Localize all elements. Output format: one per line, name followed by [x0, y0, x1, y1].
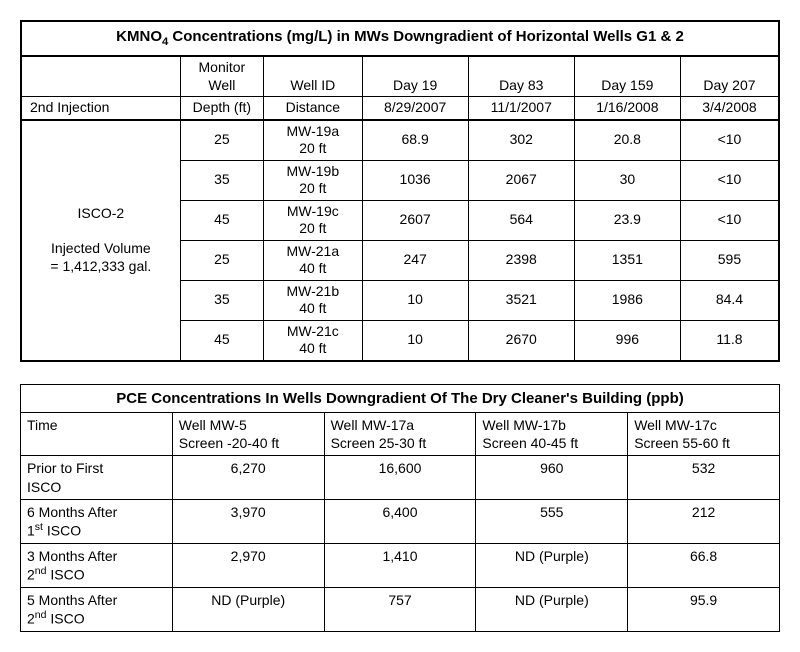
kmno4-title: KMNO4 Concentrations (mg/L) in MWs Downg…: [21, 21, 779, 56]
kmno4-cell-d19: 10: [362, 280, 468, 320]
pce-time-cell: Prior to FirstISCO: [21, 456, 173, 499]
pce-value-cell: ND (Purple): [476, 587, 628, 631]
kmno4-header-row2: 2nd InjectionDepth (ft)Distance8/29/2007…: [21, 97, 779, 120]
pce-title: PCE Concentrations In Wells Downgradient…: [21, 384, 780, 413]
pce-data-row: 6 Months After1st ISCO3,9706,400555212: [21, 499, 780, 543]
pce-value-cell: 2,970: [172, 543, 324, 587]
kmno4-title-row: KMNO4 Concentrations (mg/L) in MWs Downg…: [21, 21, 779, 56]
kmno4-cell-d207: 84.4: [680, 280, 779, 320]
kmno4-table: KMNO4 Concentrations (mg/L) in MWs Downg…: [20, 20, 780, 362]
kmno4-cell-well: MW-21c40 ft: [264, 320, 363, 361]
pce-data-row: 5 Months After2nd ISCOND (Purple)757ND (…: [21, 587, 780, 631]
kmno4-cell-well: MW-19a20 ft: [264, 120, 363, 161]
pce-value-cell: 555: [476, 499, 628, 543]
kmno4-cell-depth: 25: [180, 240, 263, 280]
pce-value-cell: 3,970: [172, 499, 324, 543]
kmno4-header-cell: Day 83: [468, 56, 574, 97]
pce-time-cell: 3 Months After2nd ISCO: [21, 543, 173, 587]
pce-value-cell: ND (Purple): [172, 587, 324, 631]
kmno4-cell-d83: 564: [468, 200, 574, 240]
pce-header-cell: Time: [21, 413, 173, 456]
kmno4-header-cell: 3/4/2008: [680, 97, 779, 120]
pce-value-cell: 16,600: [324, 456, 476, 499]
kmno4-header-cell: Day 19: [362, 56, 468, 97]
kmno4-cell-d19: 68.9: [362, 120, 468, 161]
kmno4-header-cell: Well ID: [264, 56, 363, 97]
kmno4-cell-d83: 3521: [468, 280, 574, 320]
pce-table: PCE Concentrations In Wells Downgradient…: [20, 384, 780, 632]
kmno4-header-cell: 1/16/2008: [574, 97, 680, 120]
pce-value-cell: 1,410: [324, 543, 476, 587]
pce-value-cell: 532: [628, 456, 780, 499]
kmno4-header-cell: 2nd Injection: [21, 97, 180, 120]
kmno4-injection-label: ISCO-2Injected Volume= 1,412,333 gal.: [26, 205, 176, 275]
kmno4-cell-d207: 11.8: [680, 320, 779, 361]
kmno4-cell-d207: <10: [680, 200, 779, 240]
kmno4-cell-depth: 25: [180, 120, 263, 161]
kmno4-cell-d207: <10: [680, 160, 779, 200]
pce-value-cell: ND (Purple): [476, 543, 628, 587]
pce-header-cell: Well MW-17bScreen 40-45 ft: [476, 413, 628, 456]
kmno4-cell-d19: 247: [362, 240, 468, 280]
kmno4-header-cell: Day 159: [574, 56, 680, 97]
kmno4-cell-d159: 23.9: [574, 200, 680, 240]
kmno4-header-row1: MonitorWellWell IDDay 19Day 83Day 159Day…: [21, 56, 779, 97]
kmno4-cell-d19: 10: [362, 320, 468, 361]
kmno4-cell-well: MW-19c20 ft: [264, 200, 363, 240]
kmno4-cell-depth: 35: [180, 280, 263, 320]
kmno4-cell-well: MW-19b20 ft: [264, 160, 363, 200]
pce-value-cell: 66.8: [628, 543, 780, 587]
kmno4-header-cell: Depth (ft): [180, 97, 263, 120]
kmno4-cell-d159: 20.8: [574, 120, 680, 161]
kmno4-header-cell: Distance: [264, 97, 363, 120]
kmno4-cell-d207: <10: [680, 120, 779, 161]
kmno4-cell-depth: 45: [180, 200, 263, 240]
kmno4-header-cell: MonitorWell: [180, 56, 263, 97]
pce-value-cell: 95.9: [628, 587, 780, 631]
kmno4-cell-d19: 1036: [362, 160, 468, 200]
kmno4-cell-depth: 35: [180, 160, 263, 200]
pce-value-cell: 960: [476, 456, 628, 499]
pce-data-row: 3 Months After2nd ISCO2,9701,410ND (Purp…: [21, 543, 780, 587]
kmno4-cell-d83: 302: [468, 120, 574, 161]
kmno4-cell-depth: 45: [180, 320, 263, 361]
kmno4-cell-d207: 595: [680, 240, 779, 280]
pce-header-cell: Well MW-17cScreen 55-60 ft: [628, 413, 780, 456]
kmno4-header-cell: Day 207: [680, 56, 779, 97]
kmno4-data-row: ISCO-2Injected Volume= 1,412,333 gal.25M…: [21, 120, 779, 161]
pce-time-cell: 6 Months After1st ISCO: [21, 499, 173, 543]
pce-value-cell: 6,270: [172, 456, 324, 499]
kmno4-cell-d83: 2067: [468, 160, 574, 200]
pce-data-row: Prior to FirstISCO6,27016,600960532: [21, 456, 780, 499]
kmno4-cell-d83: 2398: [468, 240, 574, 280]
pce-header-cell: Well MW-5Screen -20-40 ft: [172, 413, 324, 456]
kmno4-cell-d159: 996: [574, 320, 680, 361]
pce-value-cell: 6,400: [324, 499, 476, 543]
kmno4-header-cell: 8/29/2007: [362, 97, 468, 120]
kmno4-injection-cell: ISCO-2Injected Volume= 1,412,333 gal.: [21, 120, 180, 361]
kmno4-header-cell: 11/1/2007: [468, 97, 574, 120]
pce-time-cell: 5 Months After2nd ISCO: [21, 587, 173, 631]
pce-value-cell: 212: [628, 499, 780, 543]
pce-header-row: TimeWell MW-5Screen -20-40 ftWell MW-17a…: [21, 413, 780, 456]
kmno4-cell-d19: 2607: [362, 200, 468, 240]
kmno4-cell-d159: 30: [574, 160, 680, 200]
pce-title-row: PCE Concentrations In Wells Downgradient…: [21, 384, 780, 413]
kmno4-cell-well: MW-21b40 ft: [264, 280, 363, 320]
kmno4-cell-d83: 2670: [468, 320, 574, 361]
kmno4-cell-d159: 1351: [574, 240, 680, 280]
pce-header-cell: Well MW-17aScreen 25-30 ft: [324, 413, 476, 456]
kmno4-cell-d159: 1986: [574, 280, 680, 320]
pce-value-cell: 757: [324, 587, 476, 631]
kmno4-cell-well: MW-21a40 ft: [264, 240, 363, 280]
kmno4-header-cell: [21, 56, 180, 97]
